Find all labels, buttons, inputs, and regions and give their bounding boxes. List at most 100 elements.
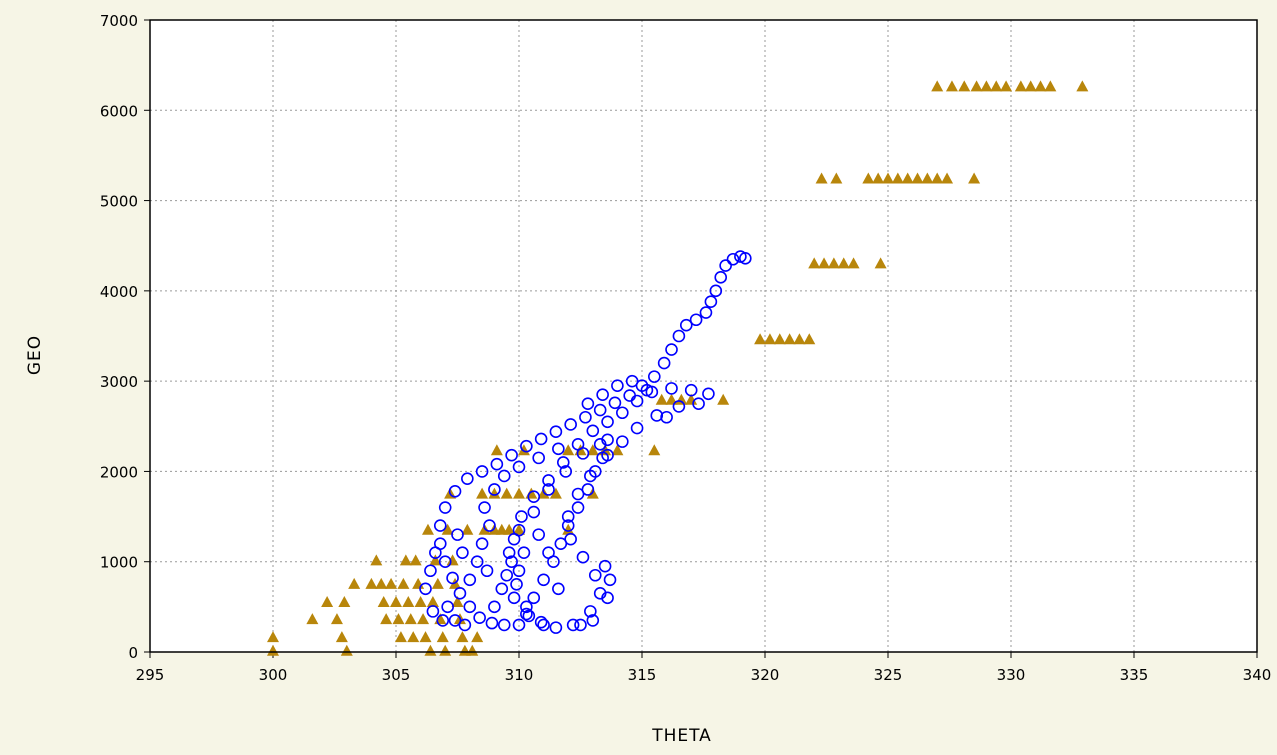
- circle-point: [458, 618, 472, 632]
- triangle-point: [793, 333, 806, 345]
- circle-point: [647, 370, 661, 383]
- circle-point: [588, 568, 602, 582]
- circle-point: [463, 573, 477, 587]
- circle-point: [520, 439, 533, 453]
- triangle-point: [1014, 80, 1027, 92]
- circle-point: [566, 618, 580, 632]
- circle-point: [497, 469, 511, 483]
- triangle-point: [370, 554, 383, 566]
- circle-point: [495, 582, 509, 596]
- triangle-point: [439, 644, 452, 656]
- circle-point: [429, 546, 442, 559]
- circle-point: [650, 409, 664, 422]
- triangle-point: [321, 595, 334, 607]
- circle-point: [584, 605, 597, 618]
- x-tick-label: 320: [751, 666, 780, 684]
- circle-point: [534, 432, 548, 446]
- triangle-point: [763, 333, 776, 345]
- triangle-point: [611, 444, 624, 456]
- circle-point: [739, 252, 752, 265]
- triangle-point: [648, 444, 661, 456]
- circle-point: [537, 573, 550, 587]
- circle-point: [522, 609, 536, 623]
- x-tick-label: 310: [505, 666, 534, 684]
- circle-point: [640, 383, 654, 397]
- triangle-point: [392, 613, 405, 625]
- triangle-point: [773, 333, 786, 345]
- triangle-point: [980, 80, 993, 92]
- triangle-point: [461, 523, 474, 535]
- triangle-point: [421, 523, 434, 535]
- triangle-point: [446, 554, 459, 566]
- circle-point: [527, 505, 541, 519]
- circle-point: [488, 600, 501, 614]
- triangle-point: [377, 595, 390, 607]
- triangle-point: [426, 595, 439, 607]
- circle-point: [542, 546, 555, 559]
- circle-point: [571, 438, 585, 451]
- triangle-point: [1034, 80, 1047, 92]
- triangle-point: [503, 523, 516, 535]
- triangle-point: [390, 595, 402, 607]
- triangle-point: [407, 631, 420, 643]
- triangle-point: [397, 577, 410, 589]
- circle-point: [549, 425, 563, 439]
- circle-point: [483, 519, 496, 532]
- circle-point: [719, 259, 732, 272]
- triangle-point: [783, 333, 796, 345]
- x-axis-title: THETA: [651, 726, 712, 746]
- circle-point: [616, 435, 629, 448]
- triangle-point: [562, 523, 575, 535]
- circle-point: [611, 379, 624, 392]
- circle-point: [561, 510, 575, 523]
- x-tick-label: 335: [1120, 666, 1149, 684]
- circle-point: [581, 483, 595, 496]
- circle-point: [704, 295, 718, 308]
- circle-point: [520, 600, 533, 614]
- circle-point: [598, 559, 612, 573]
- triangle-point: [330, 613, 343, 625]
- triangle-point: [471, 631, 484, 643]
- circle-point: [586, 614, 600, 627]
- circle-point: [672, 400, 686, 413]
- triangle-point: [513, 523, 525, 535]
- circle-point: [665, 343, 678, 356]
- y-tick-label: 3000: [100, 373, 138, 391]
- triangle-point: [891, 172, 904, 184]
- triangle-point: [451, 595, 464, 607]
- triangle-point: [901, 172, 914, 184]
- triangle-point: [513, 487, 525, 499]
- circle-point: [672, 329, 686, 343]
- circle-point: [485, 616, 499, 630]
- y-tick-label: 1000: [100, 554, 138, 572]
- circle-point: [603, 573, 617, 587]
- circle-point: [571, 501, 585, 514]
- x-tick-label: 300: [259, 666, 288, 684]
- circle-point: [426, 605, 440, 618]
- triangle-point: [436, 631, 449, 643]
- triangle-point: [941, 172, 954, 184]
- circle-point: [660, 410, 673, 424]
- circle-point: [512, 564, 526, 578]
- x-tick-label: 325: [874, 666, 903, 684]
- circle-point: [527, 591, 541, 605]
- triangle-point: [717, 393, 730, 405]
- triangle-point: [380, 613, 393, 625]
- circle-point: [625, 374, 639, 388]
- triangle-point: [968, 172, 981, 184]
- circle-point: [534, 615, 548, 629]
- triangle-point: [1000, 80, 1013, 92]
- circle-point: [512, 460, 526, 474]
- triangle-point: [338, 595, 351, 607]
- circle-point: [436, 614, 450, 627]
- circle-point: [453, 587, 467, 600]
- triangle-point: [306, 613, 319, 625]
- circle-point: [438, 501, 452, 514]
- triangle-point: [837, 257, 850, 269]
- triangle-point: [830, 172, 843, 184]
- circle-point: [502, 546, 516, 559]
- circle-point: [593, 403, 607, 417]
- x-tick-label: 305: [382, 666, 411, 684]
- triangle-point: [466, 644, 479, 656]
